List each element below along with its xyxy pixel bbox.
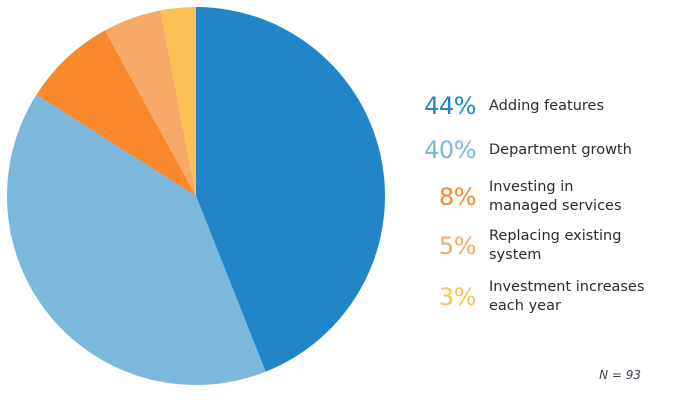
legend-label: Department growth xyxy=(489,141,632,158)
legend-value: 44% xyxy=(424,92,476,120)
pie-slice xyxy=(104,10,196,196)
legend-label: Investing in managed services xyxy=(489,179,622,214)
legend-value: 8% xyxy=(438,183,477,211)
legend-item: 40% Department growth xyxy=(418,130,674,170)
legend-label: Replacing existing system xyxy=(489,228,622,263)
pie-slice xyxy=(196,6,386,372)
legend-item: 44% Adding features xyxy=(418,86,674,126)
pie-slice xyxy=(160,7,196,196)
legend-value: 5% xyxy=(438,232,477,260)
sample-size-note: N = 93 xyxy=(599,368,641,382)
pie-slice xyxy=(36,30,196,196)
legend-value: 3% xyxy=(438,283,477,311)
legend-label: Adding features xyxy=(489,97,605,114)
legend-value: 40% xyxy=(424,136,476,164)
legend-item: 3% Investment increases each year xyxy=(418,277,674,317)
pie-slice xyxy=(6,94,266,386)
pie-chart xyxy=(6,6,386,386)
legend-item: 5% Replacing existing system xyxy=(418,226,674,266)
legend-item: 8% Investing in managed services xyxy=(418,177,674,217)
legend-label: Investment increases each year xyxy=(489,279,645,314)
